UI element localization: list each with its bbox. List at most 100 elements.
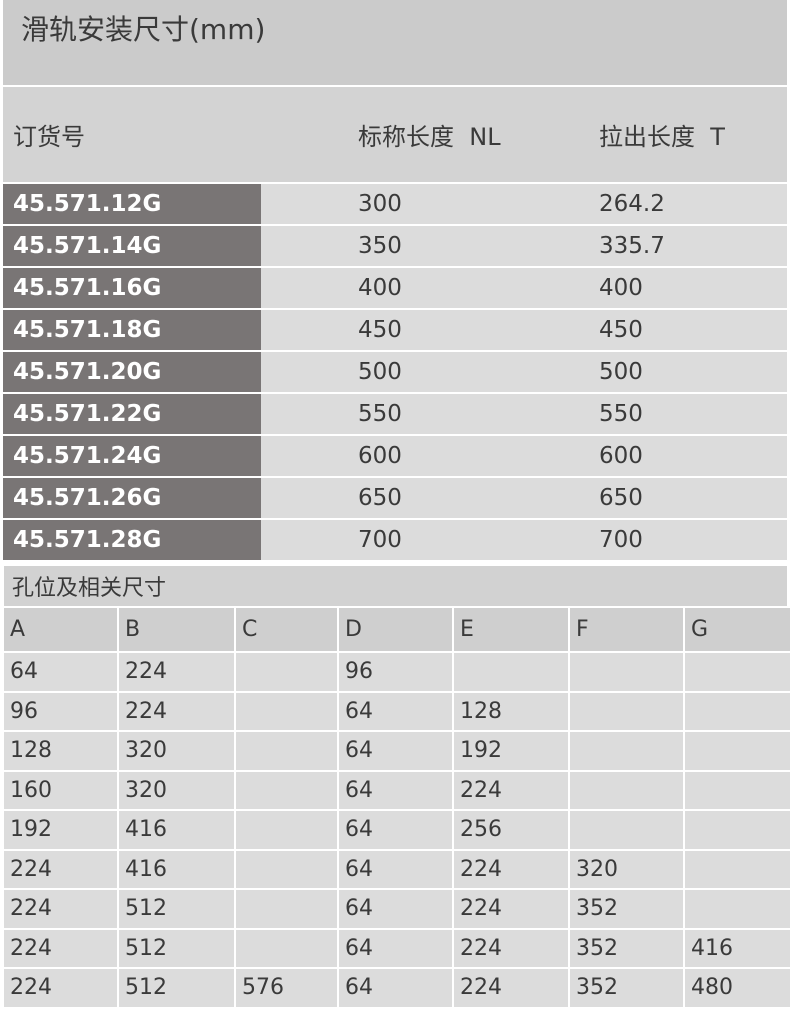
table-cell: 512 <box>119 929 234 967</box>
column-header: E <box>454 608 568 651</box>
table-cell: 224 <box>454 890 568 928</box>
pull-out-length-cell: 600 <box>599 443 643 469</box>
table-row: 45.571.22G 550 550 <box>3 394 787 434</box>
table-cell: 224 <box>454 929 568 967</box>
table-cell: 480 <box>685 969 790 1007</box>
table-cell <box>685 771 790 809</box>
table-cell: 224 <box>119 653 234 691</box>
pull-out-length-cell: 550 <box>599 401 643 427</box>
nominal-length-cell: 550 <box>358 401 402 427</box>
table-cell: 64 <box>339 890 452 928</box>
column-header: B <box>119 608 234 651</box>
order-no-cell: 45.571.16G <box>3 268 261 308</box>
nominal-length-cell: 700 <box>358 527 402 553</box>
column-header: G <box>685 608 790 651</box>
table-cell: 128 <box>454 692 568 730</box>
table-cell <box>685 850 790 888</box>
table-row: 45.571.14G 350 335.7 <box>3 226 787 266</box>
order-no-cell: 45.571.22G <box>3 394 261 434</box>
pull-out-length-cell: 400 <box>599 275 643 301</box>
table-cell: 320 <box>119 732 234 770</box>
pull-out-length-cell: 450 <box>599 317 643 343</box>
header-nominal-length: 标称长度 NL <box>358 123 501 151</box>
table-row: 45.571.18G 450 450 <box>3 310 787 350</box>
table-cell <box>570 732 683 770</box>
table-cell: 224 <box>4 929 117 967</box>
table-cell: 224 <box>454 850 568 888</box>
table-cell: 512 <box>119 890 234 928</box>
table-cell <box>570 653 683 691</box>
order-no-cell: 45.571.14G <box>3 226 261 266</box>
table-row: 45.571.20G 500 500 <box>3 352 787 392</box>
table-row: 45.571.16G 400 400 <box>3 268 787 308</box>
table-cell <box>685 732 790 770</box>
table-cell: 416 <box>119 850 234 888</box>
order-no-cell: 45.571.24G <box>3 436 261 476</box>
table-cell <box>685 692 790 730</box>
table-cell: 512 <box>119 969 234 1007</box>
table-cell <box>685 890 790 928</box>
table-cell: 192 <box>454 732 568 770</box>
rail-dimensions-table: 滑轨安装尺寸(mm) 订货号 标称长度 NL 拉出长度 T 45.571.12G… <box>3 0 787 560</box>
table-cell: 224 <box>454 969 568 1007</box>
pull-out-length-cell: 700 <box>599 527 643 553</box>
order-no-cell: 45.571.20G <box>3 352 261 392</box>
table-cell <box>236 890 337 928</box>
nominal-length-cell: 450 <box>358 317 402 343</box>
table-cell <box>236 692 337 730</box>
nominal-length-cell: 600 <box>358 443 402 469</box>
order-no-cell: 45.571.18G <box>3 310 261 350</box>
pull-out-length-cell: 335.7 <box>599 233 665 259</box>
order-no-cell: 45.571.28G <box>3 520 261 560</box>
table-cell <box>236 929 337 967</box>
table-cell: 576 <box>236 969 337 1007</box>
nominal-length-cell: 500 <box>358 359 402 385</box>
table-cell: 64 <box>339 929 452 967</box>
table-cell <box>570 811 683 849</box>
table-cell: 64 <box>4 653 117 691</box>
table-row: 45.571.24G 600 600 <box>3 436 787 476</box>
header-row: 订货号 标称长度 NL 拉出长度 T <box>3 87 787 182</box>
table-cell: 64 <box>339 850 452 888</box>
table-cell: 224 <box>4 969 117 1007</box>
table-cell: 96 <box>339 653 452 691</box>
table-cell: 128 <box>4 732 117 770</box>
table-row: 45.571.26G 650 650 <box>3 478 787 518</box>
table-cell: 320 <box>119 771 234 809</box>
table-cell <box>236 811 337 849</box>
table-cell: 64 <box>339 811 452 849</box>
table-cell <box>685 653 790 691</box>
table-cell: 352 <box>570 890 683 928</box>
order-no-cell: 45.571.12G <box>3 184 261 224</box>
table-title: 孔位及相关尺寸 <box>4 566 787 606</box>
table-cell: 192 <box>4 811 117 849</box>
column-header: D <box>339 608 452 651</box>
table-cell: 64 <box>339 969 452 1007</box>
pull-out-length-cell: 264.2 <box>599 191 665 217</box>
pull-out-length-cell: 650 <box>599 485 643 511</box>
table-cell: 416 <box>685 929 790 967</box>
table-title: 滑轨安装尺寸(mm) <box>3 0 787 85</box>
table-cell: 96 <box>4 692 117 730</box>
nominal-length-cell: 300 <box>358 191 402 217</box>
table-cell: 256 <box>454 811 568 849</box>
table-cell <box>570 771 683 809</box>
table-cell: 320 <box>570 850 683 888</box>
column-header: C <box>236 608 337 651</box>
table-cell: 224 <box>454 771 568 809</box>
table-cell <box>685 811 790 849</box>
nominal-length-cell: 650 <box>358 485 402 511</box>
pull-out-length-cell: 500 <box>599 359 643 385</box>
table-cell: 416 <box>119 811 234 849</box>
nominal-length-cell: 350 <box>358 233 402 259</box>
table-cell: 160 <box>4 771 117 809</box>
table-cell <box>236 850 337 888</box>
table-cell <box>454 653 568 691</box>
table-cell <box>570 692 683 730</box>
column-header: F <box>570 608 683 651</box>
table-cell: 224 <box>4 890 117 928</box>
table-cell: 224 <box>4 850 117 888</box>
table-cell: 64 <box>339 771 452 809</box>
column-header: A <box>4 608 117 651</box>
table-cell <box>236 732 337 770</box>
